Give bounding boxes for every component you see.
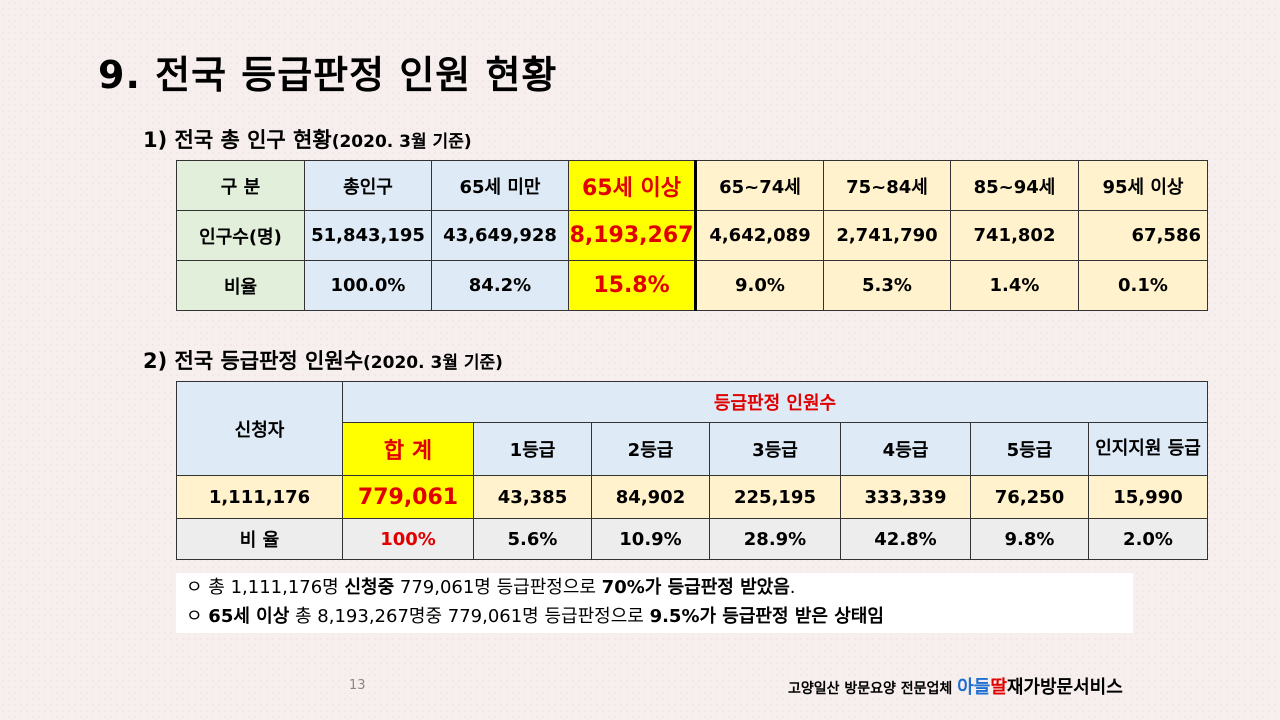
note-text: . bbox=[789, 577, 796, 598]
table-cell: 28.9% bbox=[709, 518, 841, 560]
section2-heading: 2) 전국 등급판정 인원수(2020. 3월 기준) bbox=[143, 345, 503, 375]
table-cell: 43,649,928 bbox=[431, 210, 569, 261]
header-cognitive-grade: 인지지원 등급 bbox=[1087, 422, 1209, 476]
row-label-population: 인구수(명) bbox=[176, 210, 305, 261]
table-cell: 51,843,195 bbox=[304, 210, 432, 261]
header-85-94: 85~94세 bbox=[950, 160, 1079, 211]
table-cell: 4,642,089 bbox=[694, 210, 824, 261]
header-category: 구 분 bbox=[176, 160, 305, 211]
table-row: 합 계 1등급 2등급 3등급 4등급 5등급 인지지원 등급 bbox=[177, 422, 1209, 476]
table-cell: 5.6% bbox=[473, 518, 592, 560]
header-applicant: 신청자 bbox=[176, 381, 343, 476]
note-bold: 65세 이상 bbox=[208, 606, 290, 627]
row-label-ratio: 비율 bbox=[176, 260, 305, 311]
header-over65: 65세 이상 bbox=[568, 160, 696, 211]
note-line-1: ㅇ 총 1,111,176명 신청중 779,061명 등급판정으로 70%가 … bbox=[186, 573, 1133, 602]
note-text: ㅇ bbox=[186, 606, 209, 627]
footer-brand: 고양일산 방문요양 전문업체 아들딸재가방문서비스 bbox=[788, 673, 1123, 699]
note-line-2: ㅇ 65세 이상 총 8,193,267명중 779,061명 등급판정으로 9… bbox=[186, 602, 1133, 631]
table-cell: 100.0% bbox=[304, 260, 432, 311]
table-cell: 333,339 bbox=[840, 475, 971, 519]
population-table: 구 분 총인구 65세 미만 65세 이상 65~74세 75~84세 85~9… bbox=[176, 160, 1208, 311]
table-row: 1,111,176 779,061 43,385 84,902 225,195 … bbox=[176, 475, 1209, 519]
table-row: 비율 100.0% 84.2% 15.8% 9.0% 5.3% 1.4% 0.1… bbox=[176, 260, 1208, 311]
table-cell: 10.9% bbox=[591, 518, 710, 560]
note-text: 779,061명 등급판정으로 bbox=[394, 577, 602, 598]
table-cell: 2.0% bbox=[1087, 518, 1209, 560]
header-total: 총인구 bbox=[304, 160, 432, 211]
header-grade-1: 1등급 bbox=[473, 422, 592, 476]
table-cell: 84.2% bbox=[431, 260, 569, 311]
section1-heading: 1) 전국 총 인구 현황(2020. 3월 기준) bbox=[143, 124, 472, 154]
note-text: ㅇ 총 1,111,176명 bbox=[186, 577, 345, 598]
table-cell: 15,990 bbox=[1087, 475, 1209, 519]
footer-brand-b: 딸 bbox=[990, 677, 1007, 698]
row-label-ratio: 비 율 bbox=[176, 518, 343, 560]
note-bold: 70%가 등급판정 받았음 bbox=[601, 577, 790, 598]
applicant-count: 1,111,176 bbox=[176, 475, 343, 519]
table-cell: 67,586 bbox=[1078, 210, 1208, 261]
grade-table: 신청자 등급판정 인원수 합 계 1등급 2등급 3등급 4등급 5등급 인지지… bbox=[176, 381, 1209, 560]
table-cell: 779,061 bbox=[342, 475, 474, 519]
header-grade-4: 4등급 bbox=[840, 422, 971, 476]
footer-brand-c: 재가방문서비스 bbox=[1006, 677, 1123, 698]
page-title: 9. 전국 등급판정 인원 현황 bbox=[98, 53, 558, 97]
table-cell: 84,902 bbox=[591, 475, 710, 519]
header-65-74: 65~74세 bbox=[694, 160, 824, 211]
table-cell: 100% bbox=[342, 518, 474, 560]
header-95plus: 95세 이상 bbox=[1078, 160, 1208, 211]
page-number: 13 bbox=[349, 678, 366, 693]
table-row: 신청자 등급판정 인원수 bbox=[176, 381, 1209, 476]
table-cell: 15.8% bbox=[568, 260, 696, 311]
section2-heading-text: 2) 전국 등급판정 인원수 bbox=[143, 349, 364, 373]
section1-heading-text: 1) 전국 총 인구 현황 bbox=[143, 128, 332, 152]
header-sum: 합 계 bbox=[342, 422, 474, 476]
table-cell: 1.4% bbox=[950, 260, 1079, 311]
note-bold: 신청중 bbox=[344, 577, 395, 598]
section2-basis: (2020. 3월 기준) bbox=[363, 353, 503, 373]
table-cell: 0.1% bbox=[1078, 260, 1208, 311]
table-cell: 2,741,790 bbox=[823, 210, 951, 261]
section1-basis: (2020. 3월 기준) bbox=[331, 132, 472, 152]
table-row: 비 율 100% 5.6% 10.9% 28.9% 42.8% 9.8% 2.0… bbox=[176, 518, 1209, 560]
table-row: 인구수(명) 51,843,195 43,649,928 8,193,267 4… bbox=[176, 210, 1208, 261]
note-bold: 9.5%가 등급판정 받은 상태임 bbox=[649, 606, 884, 627]
footer-prefix: 고양일산 방문요양 전문업체 bbox=[788, 681, 958, 697]
note-text: 총 8,193,267명중 779,061명 등급판정으로 bbox=[289, 606, 650, 627]
table-cell: 5.3% bbox=[823, 260, 951, 311]
header-75-84: 75~84세 bbox=[823, 160, 951, 211]
table-cell: 225,195 bbox=[709, 475, 841, 519]
header-grade-group: 등급판정 인원수 bbox=[341, 381, 1209, 423]
header-grade-3: 3등급 bbox=[709, 422, 841, 476]
table-cell: 741,802 bbox=[950, 210, 1079, 261]
footer-brand-a: 아들 bbox=[957, 677, 991, 698]
table-row: 구 분 총인구 65세 미만 65세 이상 65~74세 75~84세 85~9… bbox=[176, 160, 1208, 211]
table-cell: 42.8% bbox=[840, 518, 971, 560]
header-under65: 65세 미만 bbox=[431, 160, 569, 211]
table-cell: 9.8% bbox=[970, 518, 1089, 560]
table-cell: 43,385 bbox=[473, 475, 592, 519]
header-grade-5: 5등급 bbox=[970, 422, 1089, 476]
header-grade-2: 2등급 bbox=[591, 422, 710, 476]
table-cell: 76,250 bbox=[970, 475, 1089, 519]
table-cell: 9.0% bbox=[694, 260, 824, 311]
summary-note: ㅇ 총 1,111,176명 신청중 779,061명 등급판정으로 70%가 … bbox=[176, 573, 1133, 633]
table-cell: 8,193,267 bbox=[568, 210, 696, 261]
